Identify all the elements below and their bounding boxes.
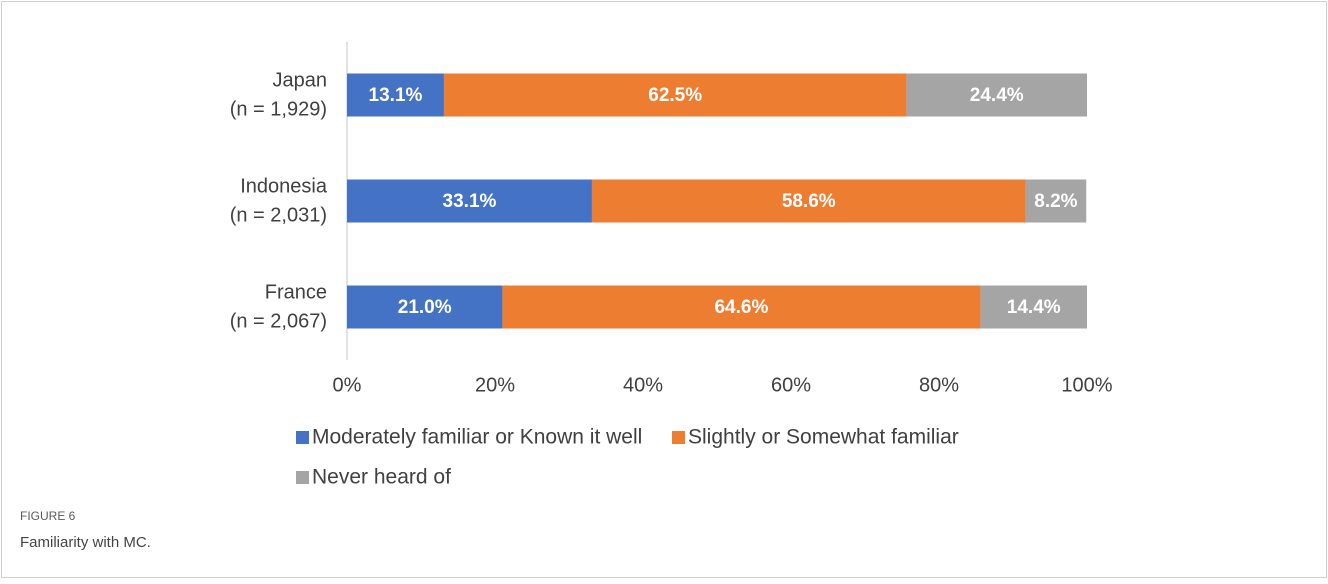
- x-tick-label: 0%: [333, 374, 362, 396]
- bar-segment: [591, 179, 1026, 223]
- y-tick-label: Japan: [273, 69, 328, 91]
- x-tick-label: 80%: [919, 374, 959, 396]
- x-tick-label: 20%: [475, 374, 515, 396]
- data-label: 14.4%: [1007, 297, 1061, 318]
- data-label: 64.6%: [714, 297, 768, 318]
- legend-label: Moderately familiar or Known it well: [312, 426, 642, 449]
- x-tick-label: 40%: [623, 374, 663, 396]
- legend-swatch: [296, 431, 309, 444]
- legend-label: Never heard of: [312, 466, 451, 489]
- data-label: 33.1%: [443, 191, 497, 212]
- bar-segment: [347, 73, 444, 117]
- bar-segment: [1025, 179, 1087, 223]
- data-label: 62.5%: [648, 85, 702, 106]
- legend-swatch: [672, 431, 685, 444]
- data-label: 58.6%: [782, 191, 836, 212]
- figure-caption: Familiarity with MC.: [20, 534, 151, 551]
- legend-label: Slightly or Somewhat familiar: [688, 426, 959, 449]
- legend-swatch: [296, 471, 309, 484]
- bar-segment: [980, 285, 1087, 329]
- x-tick-label: 100%: [1061, 374, 1112, 396]
- y-tick-label: (n = 2,031): [230, 204, 327, 226]
- y-tick-label: Indonesia: [240, 175, 328, 197]
- bar-segment: [347, 285, 503, 329]
- y-tick-label: (n = 1,929): [230, 98, 327, 120]
- data-label: 21.0%: [398, 297, 452, 318]
- y-tick-label: France: [265, 281, 327, 303]
- data-label: 8.2%: [1034, 191, 1077, 212]
- x-tick-label: 60%: [771, 374, 811, 396]
- y-tick-label: (n = 2,067): [230, 310, 327, 332]
- data-label: 24.4%: [970, 85, 1024, 106]
- figure-label: FIGURE 6: [20, 509, 76, 523]
- data-label: 13.1%: [369, 85, 423, 106]
- bar-segment: [502, 285, 981, 329]
- bar-segment: [906, 73, 1087, 117]
- bar-segment: [347, 179, 592, 223]
- bar-segment: [443, 73, 907, 117]
